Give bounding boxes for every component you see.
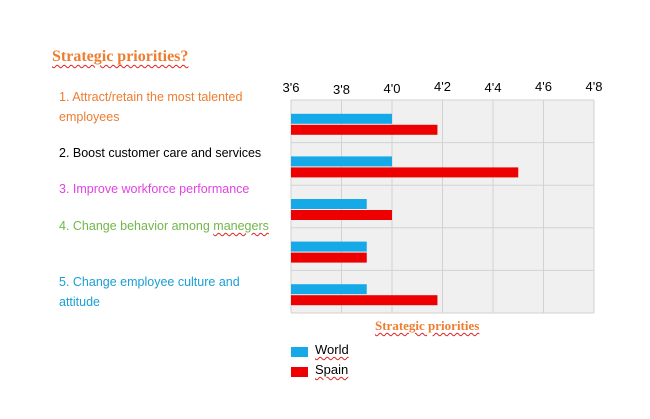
category-label-2-part-1: 2. Boost customer care and services (59, 146, 262, 160)
x-tick-label-5: 4'6 (535, 79, 552, 94)
category-label-1-part-1: 1. Attract/retain the most talented empl… (59, 90, 243, 124)
category-label-5-part-1: 5. Change employee culture and attitude (59, 275, 240, 309)
bar-world-4 (291, 241, 367, 252)
category-label-5: 5. Change employee culture and attitude (59, 272, 274, 312)
bar-world-3 (291, 199, 367, 209)
bar-spain-2 (291, 167, 519, 178)
x-tick-label-0: 3'6 (283, 80, 300, 95)
category-label-2: 2. Boost customer care and services (59, 143, 274, 163)
x-tick-label-2: 4'0 (384, 81, 401, 96)
legend-label-spain: Spain (315, 362, 349, 377)
bar-world-5 (291, 284, 367, 295)
legend-swatch-spain (291, 367, 308, 377)
legend-swatch-world (291, 347, 308, 357)
chart-title: Strategic priorities (375, 318, 480, 333)
bar-world-1 (291, 113, 392, 124)
category-label-3: 3. Improve workforce performance (59, 179, 274, 199)
x-tick-label-3: 4'2 (434, 79, 451, 94)
category-label-4-part-1: 4. Change behavior among (59, 219, 214, 233)
category-label-4: 4. Change behavior among manegers (59, 216, 274, 236)
legend-label-world: World (315, 342, 349, 357)
bar-spain-5 (291, 295, 438, 306)
bar-spain-3 (291, 210, 392, 220)
x-tick-label-1: 3'8 (333, 82, 350, 97)
category-label-1: 1. Attract/retain the most talented empl… (59, 87, 274, 127)
bar-spain-1 (291, 124, 438, 135)
page-title: Strategic priorities? (52, 48, 189, 65)
bar-world-2 (291, 156, 392, 167)
bar-spain-4 (291, 252, 367, 263)
category-label-3-part-1: 3. Improve workforce performance (59, 182, 250, 196)
x-tick-label-6: 4'8 (586, 79, 603, 94)
category-label-4-part-2: manegers (213, 219, 269, 233)
x-tick-label-4: 4'4 (485, 80, 502, 95)
